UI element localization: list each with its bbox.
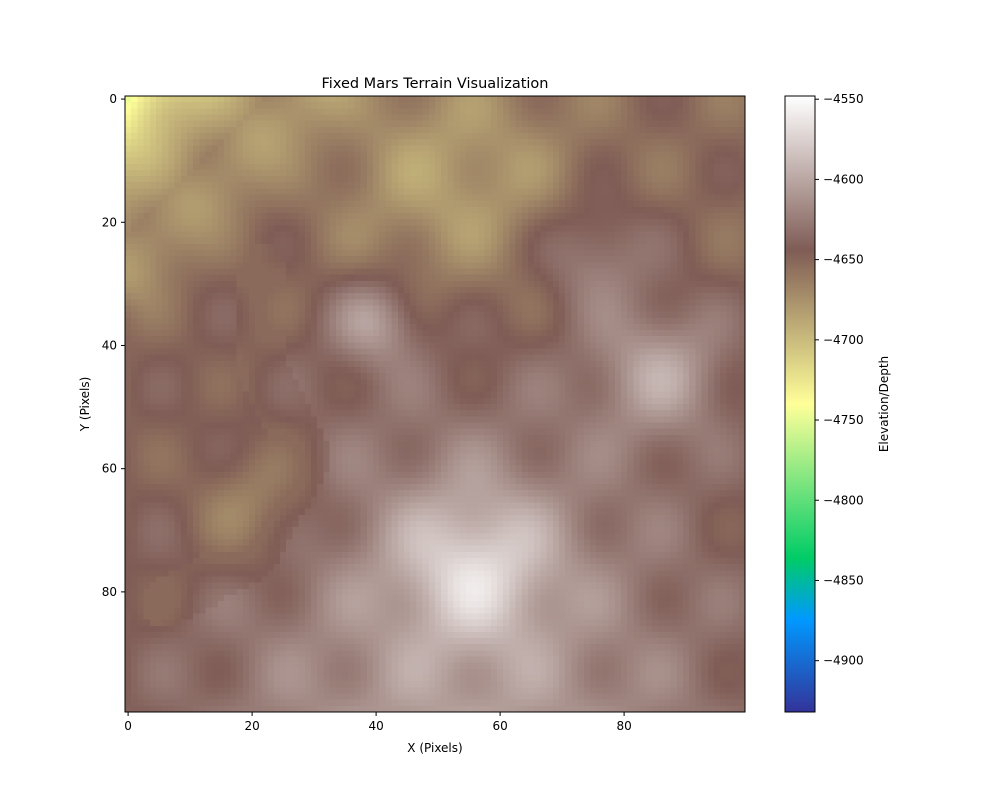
- colorbar: −4550 −4600 −4650 −4700 −4750 −4800 −4850 −4900…: [784, 92, 891, 713]
- colorbar-label: Elevation/Depth: [877, 356, 891, 452]
- colorbar-gradient: [784, 95, 816, 713]
- x-tick-label: 0: [124, 719, 132, 733]
- terrain-heatmap: [125, 96, 745, 712]
- x-tick-label: 80: [616, 719, 631, 733]
- x-tick-label: 20: [244, 719, 259, 733]
- colorbar-tick-label: −4850: [823, 573, 864, 587]
- y-tick-label: 0: [109, 92, 117, 106]
- y-tick-label: 80: [102, 585, 117, 599]
- x-axis: 0 20 40 60 80: [124, 712, 632, 733]
- y-tick-label: 40: [102, 338, 117, 352]
- plot-frame: [124, 95, 746, 713]
- x-axis-label: X (Pixels): [407, 741, 462, 755]
- y-axis-label: Y (Pixels): [78, 377, 92, 433]
- x-tick-label: 60: [492, 719, 507, 733]
- colorbar-tick-label: −4600: [823, 172, 864, 186]
- colorbar-tick-label: −4900: [823, 654, 864, 668]
- y-tick-label: 60: [102, 462, 117, 476]
- y-axis: 0 20 40 60 80: [102, 92, 125, 599]
- colorbar-ticks: −4550 −4600 −4650 −4700 −4750 −4800 −4850 −4900: [815, 92, 864, 668]
- heatmap-plot: [124, 95, 746, 713]
- y-tick-label: 20: [102, 215, 117, 229]
- colorbar-tick-label: −4700: [823, 333, 864, 347]
- chart-title: Fixed Mars Terrain Visualization: [322, 76, 549, 92]
- colorbar-tick-label: −4750: [823, 413, 864, 427]
- colorbar-tick-label: −4550: [823, 92, 864, 106]
- x-tick-label: 40: [368, 719, 383, 733]
- colorbar-tick-label: −4650: [823, 253, 864, 267]
- colorbar-tick-label: −4800: [823, 493, 864, 507]
